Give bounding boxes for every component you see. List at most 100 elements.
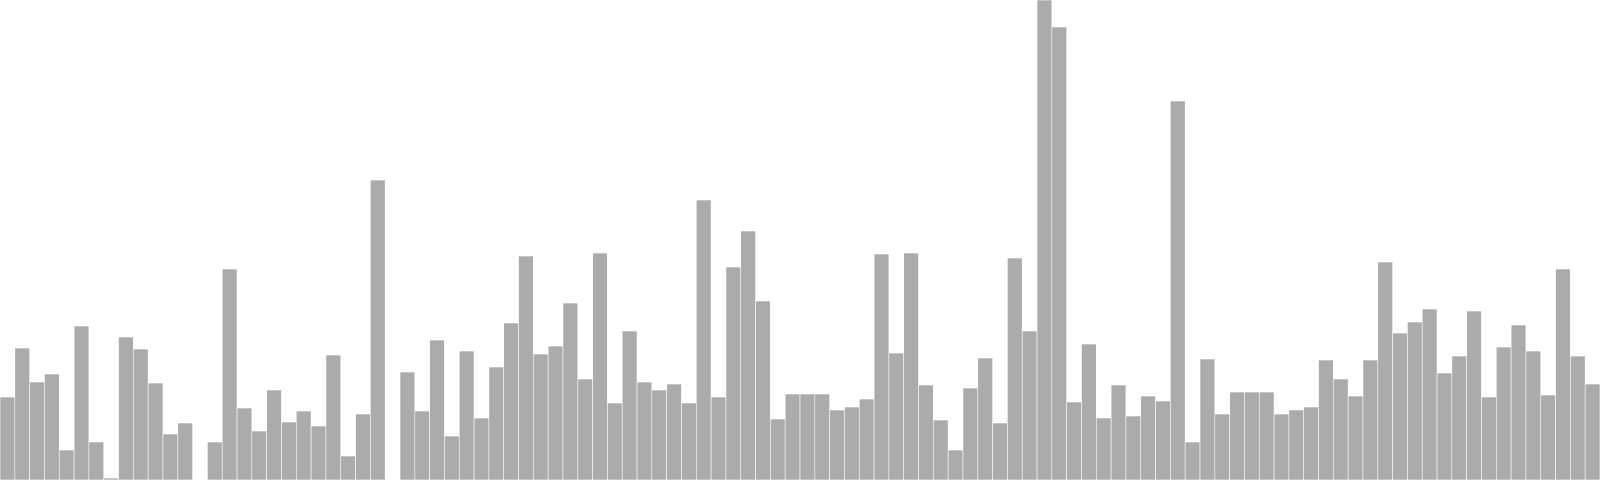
bar-25 bbox=[355, 413, 371, 480]
bar-71 bbox=[1036, 0, 1053, 480]
bar-43 bbox=[621, 330, 638, 480]
bar-70 bbox=[1021, 330, 1038, 480]
bar-88 bbox=[1288, 409, 1305, 480]
bar-74 bbox=[1081, 343, 1097, 480]
bar-97 bbox=[1421, 308, 1438, 480]
bar-93 bbox=[1362, 359, 1379, 480]
bar-106 bbox=[1555, 268, 1571, 480]
bar-86 bbox=[1258, 391, 1275, 480]
bar-44 bbox=[636, 381, 653, 480]
bar-41 bbox=[592, 252, 608, 480]
bar-76 bbox=[1110, 384, 1127, 480]
bar-92 bbox=[1347, 395, 1364, 480]
bar-21 bbox=[295, 410, 312, 480]
bar-68 bbox=[992, 422, 1008, 480]
bar-64 bbox=[933, 419, 949, 480]
bar-53 bbox=[770, 418, 786, 480]
bar-11 bbox=[147, 382, 164, 480]
bar-72 bbox=[1051, 26, 1067, 480]
bar-13 bbox=[177, 422, 193, 480]
bar-4 bbox=[44, 373, 60, 480]
bar-10 bbox=[133, 348, 149, 480]
bar-32 bbox=[458, 350, 475, 480]
bar-65 bbox=[947, 449, 964, 480]
bar-96 bbox=[1407, 321, 1423, 480]
bar-38 bbox=[547, 345, 564, 480]
bar-80 bbox=[1170, 100, 1186, 480]
bar-22 bbox=[310, 425, 327, 480]
bar-59 bbox=[858, 398, 875, 480]
bar-20 bbox=[281, 421, 297, 480]
bar-19 bbox=[266, 389, 282, 480]
bar-85 bbox=[1244, 391, 1260, 480]
bar-3 bbox=[29, 381, 45, 480]
bar-6 bbox=[73, 325, 90, 480]
bar-51 bbox=[740, 230, 756, 480]
bar-104 bbox=[1525, 350, 1542, 480]
bar-58 bbox=[844, 406, 860, 480]
bar-63 bbox=[918, 384, 934, 480]
bar-42 bbox=[607, 402, 623, 480]
bar-84 bbox=[1229, 391, 1245, 480]
bar-69 bbox=[1007, 257, 1023, 480]
bar-99 bbox=[1451, 355, 1467, 480]
bar-61 bbox=[888, 352, 905, 480]
bar-67 bbox=[977, 357, 993, 480]
bar-54 bbox=[784, 393, 801, 480]
bar-15 bbox=[207, 441, 223, 480]
bar-83 bbox=[1214, 413, 1230, 480]
bar-103 bbox=[1510, 324, 1527, 480]
bar-98 bbox=[1436, 372, 1453, 480]
bar-26 bbox=[370, 179, 386, 480]
bar-17 bbox=[236, 407, 253, 480]
bar-66 bbox=[962, 387, 979, 480]
bar-5 bbox=[58, 449, 75, 480]
bar-47 bbox=[681, 402, 697, 480]
bar-75 bbox=[1096, 417, 1112, 480]
bar-50 bbox=[725, 266, 742, 480]
bar-31 bbox=[444, 435, 460, 480]
bar-39 bbox=[562, 302, 579, 480]
bar-78 bbox=[1140, 395, 1156, 480]
bar-73 bbox=[1066, 401, 1082, 480]
bar-100 bbox=[1466, 310, 1482, 480]
bar-29 bbox=[414, 410, 430, 480]
bar-60 bbox=[873, 253, 890, 480]
bar-102 bbox=[1496, 346, 1512, 480]
bar-91 bbox=[1333, 378, 1349, 480]
bar-49 bbox=[710, 396, 727, 480]
bar-108 bbox=[1584, 383, 1600, 480]
bar-107 bbox=[1570, 355, 1586, 480]
bar-16 bbox=[221, 268, 238, 480]
bar-30 bbox=[429, 339, 445, 480]
bar-23 bbox=[325, 354, 342, 480]
bar-79 bbox=[1155, 400, 1171, 480]
bar-37 bbox=[533, 353, 549, 480]
bar-62 bbox=[903, 252, 919, 480]
bar-95 bbox=[1392, 332, 1408, 480]
bar-57 bbox=[829, 409, 845, 480]
bar-56 bbox=[814, 393, 830, 480]
bar-9 bbox=[118, 336, 134, 480]
bar-81 bbox=[1184, 441, 1201, 480]
bar-46 bbox=[666, 383, 682, 480]
bar-101 bbox=[1481, 396, 1497, 480]
bar-82 bbox=[1199, 358, 1216, 480]
bar-55 bbox=[799, 393, 816, 480]
bar-40 bbox=[577, 378, 593, 480]
bar-45 bbox=[651, 389, 667, 480]
bar-87 bbox=[1273, 413, 1290, 480]
bar-105 bbox=[1540, 394, 1556, 480]
bar-1 bbox=[0, 396, 16, 480]
bar-94 bbox=[1377, 261, 1393, 480]
bar-18 bbox=[251, 430, 267, 480]
bar-34 bbox=[488, 366, 505, 480]
bar-2 bbox=[14, 347, 30, 480]
bar-36 bbox=[518, 255, 534, 480]
bar-35 bbox=[503, 322, 519, 480]
bar-77 bbox=[1125, 415, 1142, 480]
bar-89 bbox=[1303, 406, 1319, 480]
bar-33 bbox=[473, 417, 490, 480]
